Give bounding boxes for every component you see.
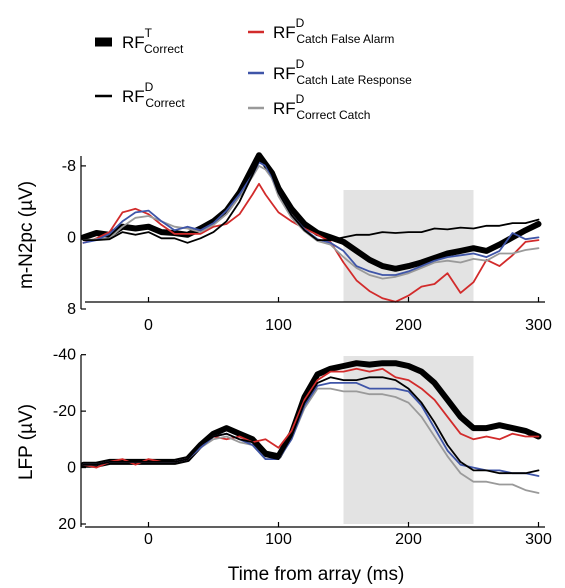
legend-item-rfd_catch_late: RFD Catch Late Response bbox=[248, 57, 412, 87]
legend-label: RFD Correct Catch bbox=[273, 92, 370, 122]
legend-subscript: Catch False Alarm bbox=[296, 32, 394, 46]
y-tick-label: 20 bbox=[58, 516, 76, 533]
y-tick-label: -40 bbox=[53, 347, 76, 364]
legend-subscript: Correct bbox=[144, 42, 184, 56]
y-tick-label: 8 bbox=[67, 301, 76, 318]
legend-item-rfd_correct_catch: RFD Correct Catch bbox=[248, 92, 370, 122]
legend-label: RFD Catch False Alarm bbox=[273, 16, 394, 46]
series-line-rfd_correct bbox=[82, 159, 540, 244]
y-tick-label: 0 bbox=[67, 460, 76, 477]
x-tick-label: 100 bbox=[265, 317, 292, 334]
analysis-window-shade bbox=[343, 356, 474, 524]
legend-item-rfd_correct: RFD Correct bbox=[95, 80, 185, 110]
legend-superscript: D bbox=[296, 92, 305, 106]
x-tick-label: 200 bbox=[395, 531, 422, 548]
legend-superscript: D bbox=[145, 80, 154, 94]
legend-superscript: D bbox=[296, 57, 305, 71]
panel-top-mn2pc: -8 0 8 0 100 200 300 m-N2pc (µV) bbox=[16, 152, 552, 334]
analysis-window-shade bbox=[343, 190, 474, 302]
legend-superscript: D bbox=[296, 16, 305, 30]
x-tick-label: 0 bbox=[144, 531, 153, 548]
series-line-rfd_correct bbox=[82, 376, 540, 475]
y-tick-label: -8 bbox=[62, 158, 76, 175]
legend-item-rft_correct: RFT Correct bbox=[95, 26, 184, 56]
y-tick-label: 0 bbox=[67, 229, 76, 246]
x-axis-label: Time from array (ms) bbox=[228, 564, 405, 585]
y-tick-label: -20 bbox=[53, 403, 76, 420]
x-tick-label: 300 bbox=[525, 317, 552, 334]
x-tick-label: 300 bbox=[525, 531, 552, 548]
legend-label: RFD Correct bbox=[122, 80, 185, 110]
series-line-rft_correct bbox=[80, 152, 542, 272]
x-tick-label: 100 bbox=[265, 531, 292, 548]
x-tick-label: 0 bbox=[144, 317, 153, 334]
legend-label: RFT Correct bbox=[122, 26, 184, 56]
legend-item-rfd_catch_fa: RFD Catch False Alarm bbox=[248, 16, 394, 46]
legend-subscript: Catch Late Response bbox=[296, 73, 412, 87]
legend-subscript: Correct Catch bbox=[296, 108, 370, 122]
y-axis-label: m-N2pc (µV) bbox=[16, 181, 37, 289]
x-tick-label: 200 bbox=[395, 317, 422, 334]
y-axis-label: LFP (µV) bbox=[16, 404, 37, 480]
legend-superscript: T bbox=[145, 26, 153, 40]
legend-label: RFD Catch Late Response bbox=[273, 57, 412, 87]
legend-subscript: Correct bbox=[145, 96, 185, 110]
